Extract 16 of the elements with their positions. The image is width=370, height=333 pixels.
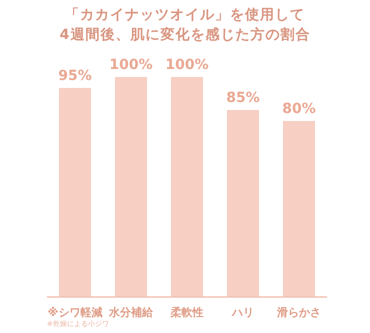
data-label: 100%	[109, 57, 153, 73]
data-label: 100%	[165, 57, 209, 73]
bar	[115, 77, 147, 297]
bar	[227, 110, 259, 297]
data-label: 85%	[226, 90, 260, 106]
data-label: 95%	[58, 68, 92, 84]
chart-title: 「カカイナッツオイル」を使用して 4週間後、肌に変化を感じた方の割合	[60, 7, 310, 43]
x-tick-label: 水分補給	[108, 306, 154, 319]
x-tick-label: ハリ	[231, 306, 254, 319]
bar	[59, 88, 91, 297]
x-tick-label: 滑らかさ	[276, 306, 321, 319]
x-tick-label: 柔軟性	[170, 306, 204, 319]
bar	[171, 77, 203, 297]
data-label: 80%	[282, 101, 316, 117]
bar	[283, 121, 315, 297]
x-tick-label: ※シワ軽減	[48, 306, 102, 319]
